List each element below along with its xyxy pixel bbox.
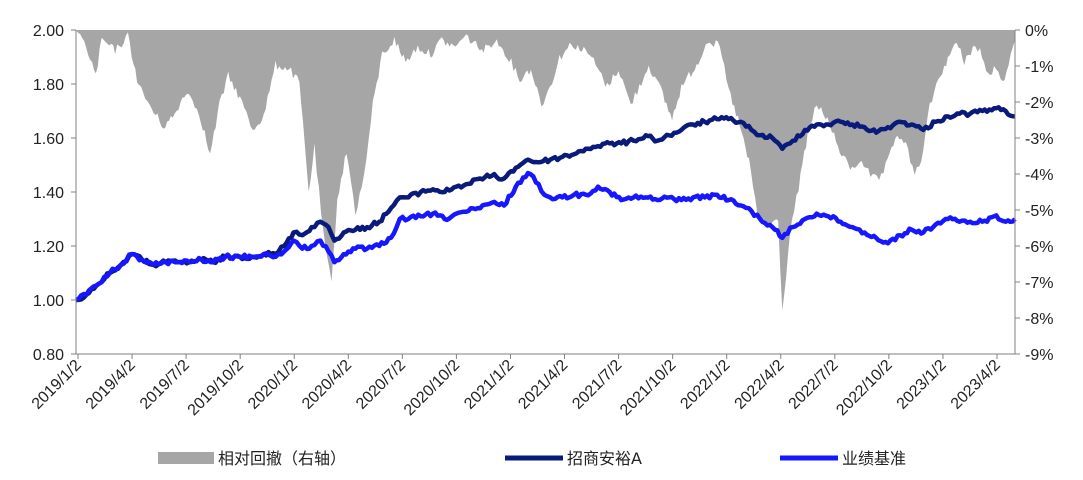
right-tick-label: -1% [1025, 59, 1053, 76]
axes-layer [71, 29, 1020, 359]
right-tick-label: -5% [1025, 203, 1053, 220]
legend-swatch-drawdown [158, 452, 214, 464]
x-tick-label: 2022/10/2 [833, 357, 895, 419]
x-tick-label: 2019/1/2 [29, 357, 85, 413]
left-tick-label: 1.80 [33, 77, 64, 94]
drawdown-area-layer [76, 30, 1015, 311]
left-tick-label: 1.00 [33, 293, 64, 310]
right-tick-label: -4% [1025, 167, 1053, 184]
x-tick-label: 2019/7/2 [137, 357, 193, 413]
right-tick-label: -8% [1025, 311, 1053, 328]
legend-label-0: 相对回撤（右轴） [218, 449, 346, 468]
x-tick-label: 2019/4/2 [83, 357, 139, 413]
legend-label-1: 招商安裕A [567, 449, 642, 468]
left-tick-label: 0.80 [33, 347, 64, 364]
series-drawdown-area [76, 30, 1015, 311]
x-tick-label: 2020/1/2 [245, 357, 301, 413]
right-axis-tick-labels: -9% -8% -7% -6% -5% -4% -3% -2% -1% 0% [1025, 23, 1053, 364]
right-tick-label: -9% [1025, 347, 1053, 364]
left-tick-label: 1.40 [33, 185, 64, 202]
legend-label-2: 业绩基准 [842, 449, 906, 468]
x-tick-label: 2019/10/2 [185, 357, 247, 419]
x-tick-label: 2020/4/2 [299, 357, 355, 413]
right-tick-label: 0% [1025, 23, 1048, 40]
x-tick-label: 2022/4/2 [732, 357, 788, 413]
x-tick-label: 2021/1/2 [461, 357, 517, 413]
left-tick-label: 2.00 [33, 23, 64, 40]
x-tick-label: 2020/10/2 [401, 357, 463, 419]
x-tick-label: 2023/1/2 [894, 357, 950, 413]
left-axis-tick-labels: 0.80 1.00 1.20 1.40 1.60 1.80 2.00 [33, 23, 64, 364]
right-tick-label: -6% [1025, 239, 1053, 256]
x-tick-label: 2022/7/2 [786, 357, 842, 413]
line-series-layer [75, 105, 1017, 303]
x-tick-label: 2020/7/2 [353, 357, 409, 413]
right-tick-label: -7% [1025, 275, 1053, 292]
legend: 相对回撤（右轴） 招商安裕A 业绩基准 [158, 449, 906, 468]
series-line-2 [75, 170, 1017, 303]
right-tick-label: -3% [1025, 131, 1053, 148]
x-tick-label: 2021/10/2 [617, 357, 679, 419]
right-tick-label: -2% [1025, 95, 1053, 112]
x-axis-tick-labels: 2019/1/22019/4/22019/7/22019/10/22020/1/… [29, 357, 1004, 419]
left-tick-label: 1.20 [33, 239, 64, 256]
x-tick-label: 2022/1/2 [677, 357, 733, 413]
x-tick-label: 2021/4/2 [515, 357, 571, 413]
x-tick-label: 2023/4/2 [948, 357, 1004, 413]
left-tick-label: 1.60 [33, 131, 64, 148]
x-tick-label: 2021/7/2 [569, 357, 625, 413]
